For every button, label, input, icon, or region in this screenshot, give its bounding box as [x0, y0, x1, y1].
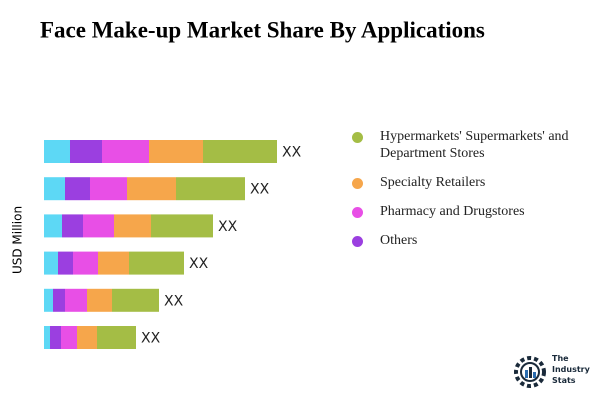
- legend-swatch: [352, 207, 363, 218]
- bar-segment: [62, 214, 83, 238]
- legend-swatch: [352, 236, 363, 247]
- bar-segment: [53, 288, 65, 312]
- bar-segment: [127, 177, 176, 201]
- bar-segment: [65, 177, 90, 201]
- total-label: XX: [141, 331, 161, 347]
- legend-label: Pharmacy and Drugstores: [380, 204, 525, 219]
- legend-item: Pharmacy and Drugstores: [352, 203, 572, 220]
- bar-segment: [114, 214, 151, 238]
- bar-segment: [61, 326, 77, 349]
- logo-text: The: [552, 354, 569, 363]
- logo-text: Industry: [552, 365, 590, 374]
- legend-label: Hypermarkets' Supermarkets' and Departme…: [380, 129, 569, 161]
- bar-segment: [102, 140, 149, 163]
- chart-title: Face Make-up Market Share By Application…: [40, 17, 485, 42]
- bar-segment: [151, 214, 213, 238]
- legend-item: Hypermarkets' Supermarkets' and Departme…: [352, 128, 572, 162]
- bar-segment: [87, 288, 112, 312]
- bar-segment: [112, 288, 159, 312]
- legend-item: Others: [352, 232, 572, 249]
- logo-icon: [514, 356, 546, 388]
- bar-segment: [44, 214, 62, 238]
- legend-item: Specialty Retailers: [352, 174, 572, 191]
- bar-segment: [70, 140, 102, 163]
- bar-segment: [44, 251, 58, 275]
- bar-segment: [44, 140, 70, 163]
- bar-segment: [203, 140, 277, 163]
- bar-segment: [44, 326, 50, 349]
- legend: Hypermarkets' Supermarkets' and Departme…: [352, 128, 572, 261]
- total-label: XX: [282, 145, 302, 161]
- bar-segment: [83, 214, 114, 238]
- legend-swatch: [352, 132, 363, 143]
- legend-label: Others: [380, 233, 418, 248]
- bar-segment: [149, 140, 203, 163]
- bar-segment: [58, 251, 73, 275]
- total-label: XX: [218, 219, 238, 235]
- bar-segment: [176, 177, 245, 201]
- total-label: XX: [189, 256, 209, 272]
- y-axis-label: USD Million: [11, 206, 25, 274]
- legend-label: Specialty Retailers: [380, 175, 486, 190]
- logo-text: Stats: [552, 376, 576, 385]
- total-label: XX: [250, 182, 270, 198]
- bar-segment: [44, 288, 53, 312]
- bar-segment: [129, 251, 184, 275]
- total-label: XX: [164, 293, 184, 309]
- bar-segment: [90, 177, 127, 201]
- logo: The Industry Stats: [552, 353, 590, 386]
- bar-segment: [97, 326, 136, 349]
- bar-segment: [77, 326, 97, 349]
- bar-segment: [50, 326, 61, 349]
- bar-segment: [73, 251, 98, 275]
- bar-segment: [44, 177, 65, 201]
- legend-swatch: [352, 178, 363, 189]
- bar-segment: [98, 251, 129, 275]
- bar-segment: [65, 288, 87, 312]
